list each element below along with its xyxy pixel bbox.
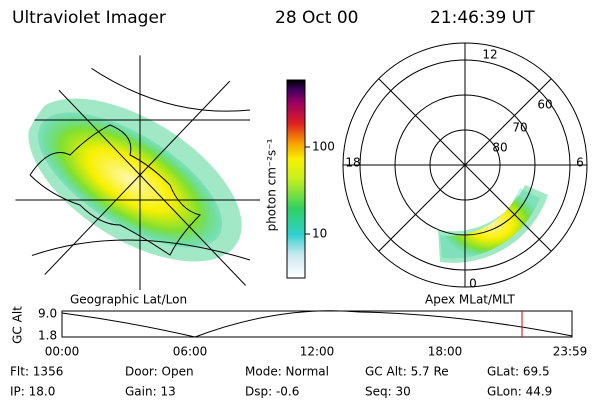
time-tick-label: 18:00 bbox=[428, 345, 463, 359]
geographic-image bbox=[15, 55, 262, 291]
footer-field: GC Alt: 5.7 Re bbox=[365, 365, 449, 379]
footer-field: Flt: 1356 bbox=[10, 365, 63, 379]
date: 28 Oct 00 bbox=[275, 8, 358, 28]
time-tick-label: 06:00 bbox=[173, 345, 208, 359]
footer-field: Gain: 13 bbox=[125, 385, 176, 399]
title: Ultraviolet Imager bbox=[12, 8, 166, 28]
footer-field: Seq: 30 bbox=[365, 385, 411, 399]
polar-image bbox=[438, 185, 548, 263]
colorbar-tick-label: 100 bbox=[312, 140, 335, 154]
footer-field: Dsp: -0.6 bbox=[245, 385, 299, 399]
time-tick-label: 12:00 bbox=[300, 345, 335, 359]
panel-label: Apex MLat/MLT bbox=[425, 293, 515, 307]
time-tick-label: 23:59 bbox=[553, 345, 588, 359]
mlat-label: 70 bbox=[512, 121, 527, 135]
footer-field: GLat: 69.5 bbox=[487, 365, 550, 379]
altitude-frame bbox=[61, 310, 573, 338]
footer-field: IP: 18.0 bbox=[10, 385, 55, 399]
footer-field: GLon: 44.9 bbox=[487, 385, 552, 399]
mlat-label: 80 bbox=[492, 141, 507, 155]
colorbar-label: photon cm⁻²s⁻¹ bbox=[265, 138, 279, 231]
altitude-axis-label: GC Alt bbox=[11, 306, 25, 344]
time-tick-label: 00:00 bbox=[45, 345, 80, 359]
altitude-tick-label: 1.8 bbox=[38, 329, 57, 343]
panel-label: Geographic Lat/Lon bbox=[70, 293, 187, 307]
mlt-label: 12 bbox=[482, 48, 497, 62]
mlt-label: 0 bbox=[469, 277, 477, 291]
mlt-label: 6 bbox=[576, 156, 584, 170]
time: 21:46:39 UT bbox=[430, 8, 535, 28]
footer-field: Mode: Normal bbox=[245, 365, 329, 379]
altitude-line bbox=[61, 310, 573, 338]
colorbar bbox=[286, 79, 306, 279]
colorbar-tick-label: 10 bbox=[312, 227, 327, 241]
polar-grid bbox=[342, 42, 588, 288]
footer-field: Door: Open bbox=[125, 365, 194, 379]
mlt-label: 18 bbox=[345, 156, 360, 170]
footer: Flt: 1356 Door: Open Mode: Normal GC Alt: 5… bbox=[10, 365, 552, 399]
mlat-label: 60 bbox=[537, 98, 552, 112]
altitude-tick-label: 9.0 bbox=[38, 307, 57, 321]
